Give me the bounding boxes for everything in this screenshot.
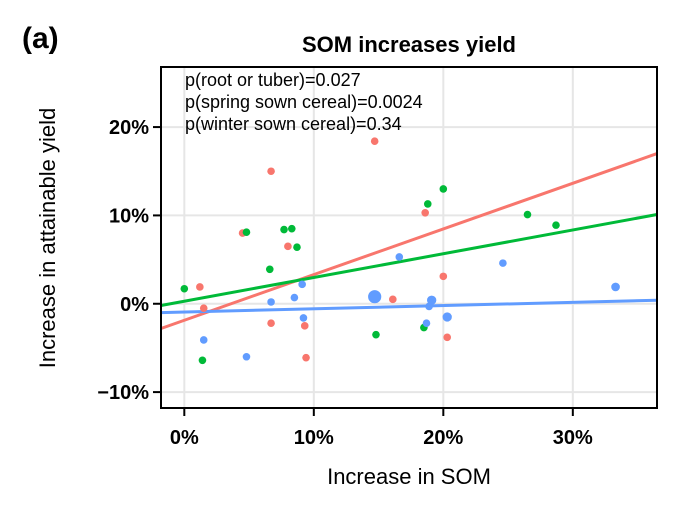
data-point	[427, 295, 437, 305]
plot-area	[161, 67, 657, 408]
p-value-annotation: p(spring sown cereal)=0.0024	[185, 92, 423, 112]
data-point	[199, 304, 208, 312]
p-value-annotation: p(winter sown cereal)=0.34	[185, 114, 402, 134]
data-point	[198, 356, 207, 365]
x-axis-title: Increase in SOM	[327, 464, 491, 489]
y-axis-ticks: −10% 0% 10% 20%	[97, 117, 161, 404]
y-tick-label: 10%	[109, 205, 149, 227]
data-point	[242, 352, 251, 361]
data-point	[499, 259, 507, 267]
data-point	[199, 336, 208, 344]
x-tick-label: 20%	[423, 427, 463, 449]
data-point	[265, 265, 274, 274]
data-point	[196, 283, 204, 291]
fit-line	[160, 298, 658, 315]
data-point	[300, 322, 309, 330]
data-point	[523, 210, 532, 219]
p-value-annotation: p(root or tuber)=0.027	[185, 70, 361, 90]
y-tick-label: 0%	[120, 294, 149, 316]
data-point	[422, 319, 431, 327]
data-point	[423, 200, 432, 208]
data-point	[372, 330, 380, 339]
data-point	[299, 314, 308, 322]
data-point	[389, 295, 397, 304]
y-tick-label: 20%	[109, 117, 149, 139]
data-point	[267, 319, 275, 327]
data-point	[439, 272, 448, 281]
fit-lines	[160, 152, 658, 330]
panel-label: (a)	[22, 22, 59, 55]
data-point	[368, 290, 382, 304]
data-point	[395, 253, 404, 261]
data-point	[443, 333, 452, 342]
data-point	[552, 221, 560, 229]
data-point	[421, 208, 429, 217]
data-point	[267, 298, 275, 306]
data-point	[242, 228, 251, 236]
data-point	[611, 282, 620, 292]
x-tick-label: 0%	[170, 427, 199, 449]
data-point	[287, 224, 296, 233]
fit-line	[160, 152, 658, 330]
data-point	[298, 280, 306, 289]
data-point	[290, 293, 299, 302]
chart-title: SOM increases yield	[302, 32, 516, 57]
data-point	[302, 353, 310, 362]
data-point	[439, 185, 448, 193]
data-point	[180, 284, 189, 293]
y-axis-title: Increase in attainable yield	[35, 108, 60, 369]
x-tick-label: 30%	[553, 427, 593, 449]
data-point	[267, 167, 275, 176]
x-tick-label: 10%	[294, 427, 334, 449]
plot-background	[161, 67, 657, 408]
fit-line	[160, 213, 658, 307]
data-point	[370, 137, 379, 146]
data-point	[293, 243, 301, 252]
data-point	[442, 312, 452, 322]
plot-frame	[160, 66, 658, 409]
x-axis-ticks: 0% 10% 20% 30%	[170, 408, 593, 449]
data-point	[284, 242, 292, 251]
data-points	[180, 137, 620, 365]
y-tick-label: −10%	[97, 382, 149, 404]
data-point	[280, 225, 288, 234]
